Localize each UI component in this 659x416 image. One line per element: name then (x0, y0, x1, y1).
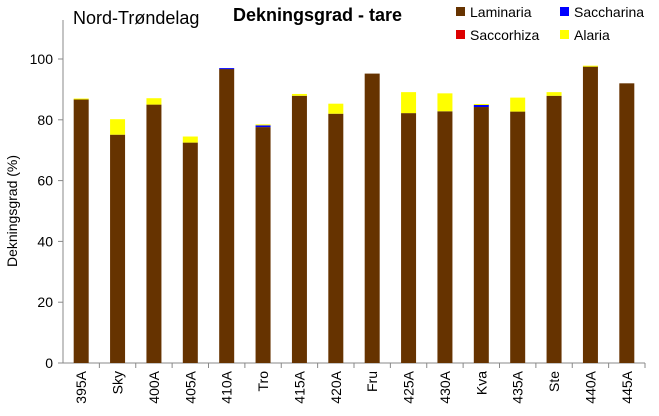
bar-laminaria-425a (401, 113, 417, 363)
bar-laminaria-tro (255, 127, 271, 363)
y-tick-label: 100 (30, 51, 54, 67)
bar-saccharina-tro (255, 125, 271, 128)
x-tick-label: 420A (328, 370, 344, 403)
bar-saccharina-410a (219, 68, 235, 70)
bar-laminaria-420a (328, 113, 344, 363)
legend-label-laminaria: Laminaria (470, 4, 532, 20)
bar-alaria-435a (510, 97, 526, 112)
x-tick-label: Ste (546, 371, 562, 392)
bar-alaria-420a (328, 103, 344, 114)
bar-laminaria-ste (546, 95, 562, 363)
bar-laminaria-415a (291, 95, 307, 363)
x-tick-label: 395A (73, 370, 89, 403)
bar-saccharina-kva (473, 104, 489, 108)
x-tick-label: 425A (401, 370, 417, 403)
bar-alaria-sky (110, 119, 126, 135)
x-tick-label: Kva (473, 371, 489, 395)
bar-laminaria-fru (364, 73, 380, 363)
x-tick-label: 435A (510, 370, 526, 403)
bar-laminaria-400a (146, 104, 162, 363)
chart-title: Dekningsgrad - tare (233, 5, 402, 25)
bar-alaria-ste (546, 92, 562, 96)
legend-swatch-saccharina (560, 7, 569, 16)
x-tick-label: Fru (364, 371, 380, 392)
y-axis-label: Dekningsgrad (%) (4, 155, 20, 267)
chart-subtitle: Nord-Trøndelag (73, 8, 199, 28)
y-tick-label: 60 (37, 173, 53, 189)
bar-alaria-440a (582, 65, 598, 67)
bar-laminaria-395a (73, 99, 89, 363)
x-tick-label: 430A (437, 370, 453, 403)
x-tick-label: Sky (110, 371, 126, 394)
x-tick-label: Tro (255, 371, 271, 392)
legend-label-alaria: Alaria (574, 27, 610, 43)
x-tick-label: 415A (291, 370, 307, 403)
y-tick-label: 0 (45, 355, 53, 371)
bar-laminaria-kva (473, 107, 489, 363)
y-tick-label: 80 (37, 112, 53, 128)
bar-alaria-400a (146, 98, 162, 105)
y-tick-label: 40 (37, 233, 53, 249)
bar-alaria-tro (255, 124, 271, 126)
bar-laminaria-445a (619, 83, 635, 363)
bar-laminaria-410a (219, 69, 235, 364)
legend-swatch-laminaria (456, 7, 465, 16)
bar-laminaria-430a (437, 111, 453, 364)
legend-label-saccharina: Saccharina (574, 4, 644, 20)
bar-alaria-kva (473, 103, 489, 105)
bar-alaria-425a (401, 92, 417, 114)
legend-swatch-alaria (560, 30, 569, 39)
bar-alaria-415a (291, 93, 307, 96)
x-tick-label: 445A (619, 370, 635, 403)
bar-alaria-395a (73, 98, 89, 100)
bar-alaria-430a (437, 93, 453, 112)
x-tick-label: 440A (582, 370, 598, 403)
bar-alaria-405a (182, 136, 198, 143)
x-tick-label: 405A (182, 370, 198, 403)
bar-laminaria-440a (582, 66, 598, 363)
legend-swatch-saccorhiza (456, 30, 465, 39)
x-tick-label: 400A (146, 370, 162, 403)
bar-laminaria-sky (110, 134, 126, 363)
legend-label-saccorhiza: Saccorhiza (470, 27, 539, 43)
x-tick-label: 410A (219, 370, 235, 403)
bar-laminaria-435a (510, 111, 526, 363)
y-tick-label: 20 (37, 294, 53, 310)
bar-laminaria-405a (182, 142, 198, 363)
